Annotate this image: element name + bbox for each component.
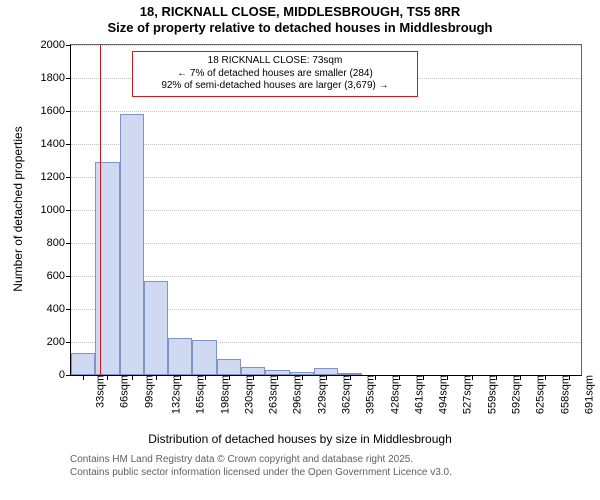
xtick-label: 198sqm (217, 375, 231, 414)
gridline (71, 45, 581, 46)
gridline (71, 276, 581, 277)
histogram-bar (192, 340, 216, 375)
title-line-1: 18, RICKNALL CLOSE, MIDDLESBROUGH, TS5 8… (0, 4, 600, 20)
xtick-mark (569, 375, 570, 380)
x-axis-label: Distribution of detached houses by size … (0, 432, 600, 446)
attribution-text: Contains HM Land Registry data © Crown c… (70, 454, 452, 479)
xtick-label: 527sqm (460, 375, 474, 414)
ytick-label: 0 (59, 369, 71, 381)
annotation-box: 18 RICKNALL CLOSE: 73sqm← 7% of detached… (132, 51, 418, 97)
gridline (71, 144, 581, 145)
plot-area: 020040060080010001200140016001800200033s… (70, 44, 582, 376)
chart-container: 18, RICKNALL CLOSE, MIDDLESBROUGH, TS5 8… (0, 0, 600, 500)
xtick-label: 395sqm (363, 375, 377, 414)
title-line-2: Size of property relative to detached ho… (0, 20, 600, 36)
ytick-label: 1000 (41, 204, 71, 216)
xtick-mark (205, 375, 206, 380)
xtick-mark (180, 375, 181, 380)
gridline (71, 111, 581, 112)
xtick-mark (545, 375, 546, 380)
histogram-bar (217, 359, 241, 375)
ytick-label: 400 (47, 303, 71, 315)
xtick-label: 691sqm (581, 375, 595, 414)
xtick-label: 461sqm (411, 375, 425, 414)
xtick-label: 66sqm (117, 375, 131, 408)
annotation-line: 18 RICKNALL CLOSE: 73sqm (139, 55, 411, 68)
xtick-label: 132sqm (169, 375, 183, 414)
xtick-label: 230sqm (241, 375, 255, 414)
xtick-mark (83, 375, 84, 380)
xtick-label: 33sqm (93, 375, 107, 408)
histogram-bar (71, 353, 95, 375)
xtick-label: 559sqm (484, 375, 498, 414)
xtick-label: 494sqm (436, 375, 450, 414)
xtick-label: 428sqm (387, 375, 401, 414)
ytick-label: 1200 (41, 171, 71, 183)
ytick-label: 1400 (41, 138, 71, 150)
xtick-mark (132, 375, 133, 380)
xtick-label: 165sqm (193, 375, 207, 414)
xtick-mark (326, 375, 327, 380)
histogram-bar (168, 338, 192, 375)
y-axis-label: Number of detached properties (11, 126, 25, 291)
ytick-label: 200 (47, 336, 71, 348)
ytick-label: 2000 (41, 39, 71, 51)
xtick-mark (229, 375, 230, 380)
xtick-label: 592sqm (509, 375, 523, 414)
xtick-mark (107, 375, 108, 380)
xtick-label: 296sqm (290, 375, 304, 414)
xtick-label: 263sqm (266, 375, 280, 414)
ytick-label: 1800 (41, 72, 71, 84)
annotation-line: ← 7% of detached houses are smaller (284… (139, 68, 411, 81)
attribution-line-1: Contains HM Land Registry data © Crown c… (70, 454, 452, 467)
xtick-mark (277, 375, 278, 380)
xtick-label: 658sqm (557, 375, 571, 414)
chart-title: 18, RICKNALL CLOSE, MIDDLESBROUGH, TS5 8… (0, 4, 600, 35)
gridline (71, 177, 581, 178)
xtick-mark (447, 375, 448, 380)
property-marker-line (100, 45, 101, 375)
ytick-label: 600 (47, 270, 71, 282)
xtick-mark (472, 375, 473, 380)
histogram-bar (241, 367, 265, 375)
xtick-mark (253, 375, 254, 380)
histogram-bar (120, 114, 144, 375)
histogram-bar (144, 281, 168, 375)
xtick-label: 99sqm (141, 375, 155, 408)
histogram-bar (314, 368, 338, 375)
xtick-label: 625sqm (533, 375, 547, 414)
xtick-label: 329sqm (314, 375, 328, 414)
ytick-label: 800 (47, 237, 71, 249)
xtick-mark (156, 375, 157, 380)
xtick-mark (375, 375, 376, 380)
xtick-mark (496, 375, 497, 380)
gridline (71, 243, 581, 244)
gridline (71, 210, 581, 211)
xtick-mark (302, 375, 303, 380)
xtick-label: 362sqm (339, 375, 353, 414)
xtick-mark (423, 375, 424, 380)
xtick-mark (520, 375, 521, 380)
histogram-bar (95, 162, 119, 375)
ytick-label: 1600 (41, 105, 71, 117)
attribution-line-2: Contains public sector information licen… (70, 467, 452, 480)
xtick-mark (350, 375, 351, 380)
annotation-line: 92% of semi-detached houses are larger (… (139, 80, 411, 93)
xtick-mark (399, 375, 400, 380)
